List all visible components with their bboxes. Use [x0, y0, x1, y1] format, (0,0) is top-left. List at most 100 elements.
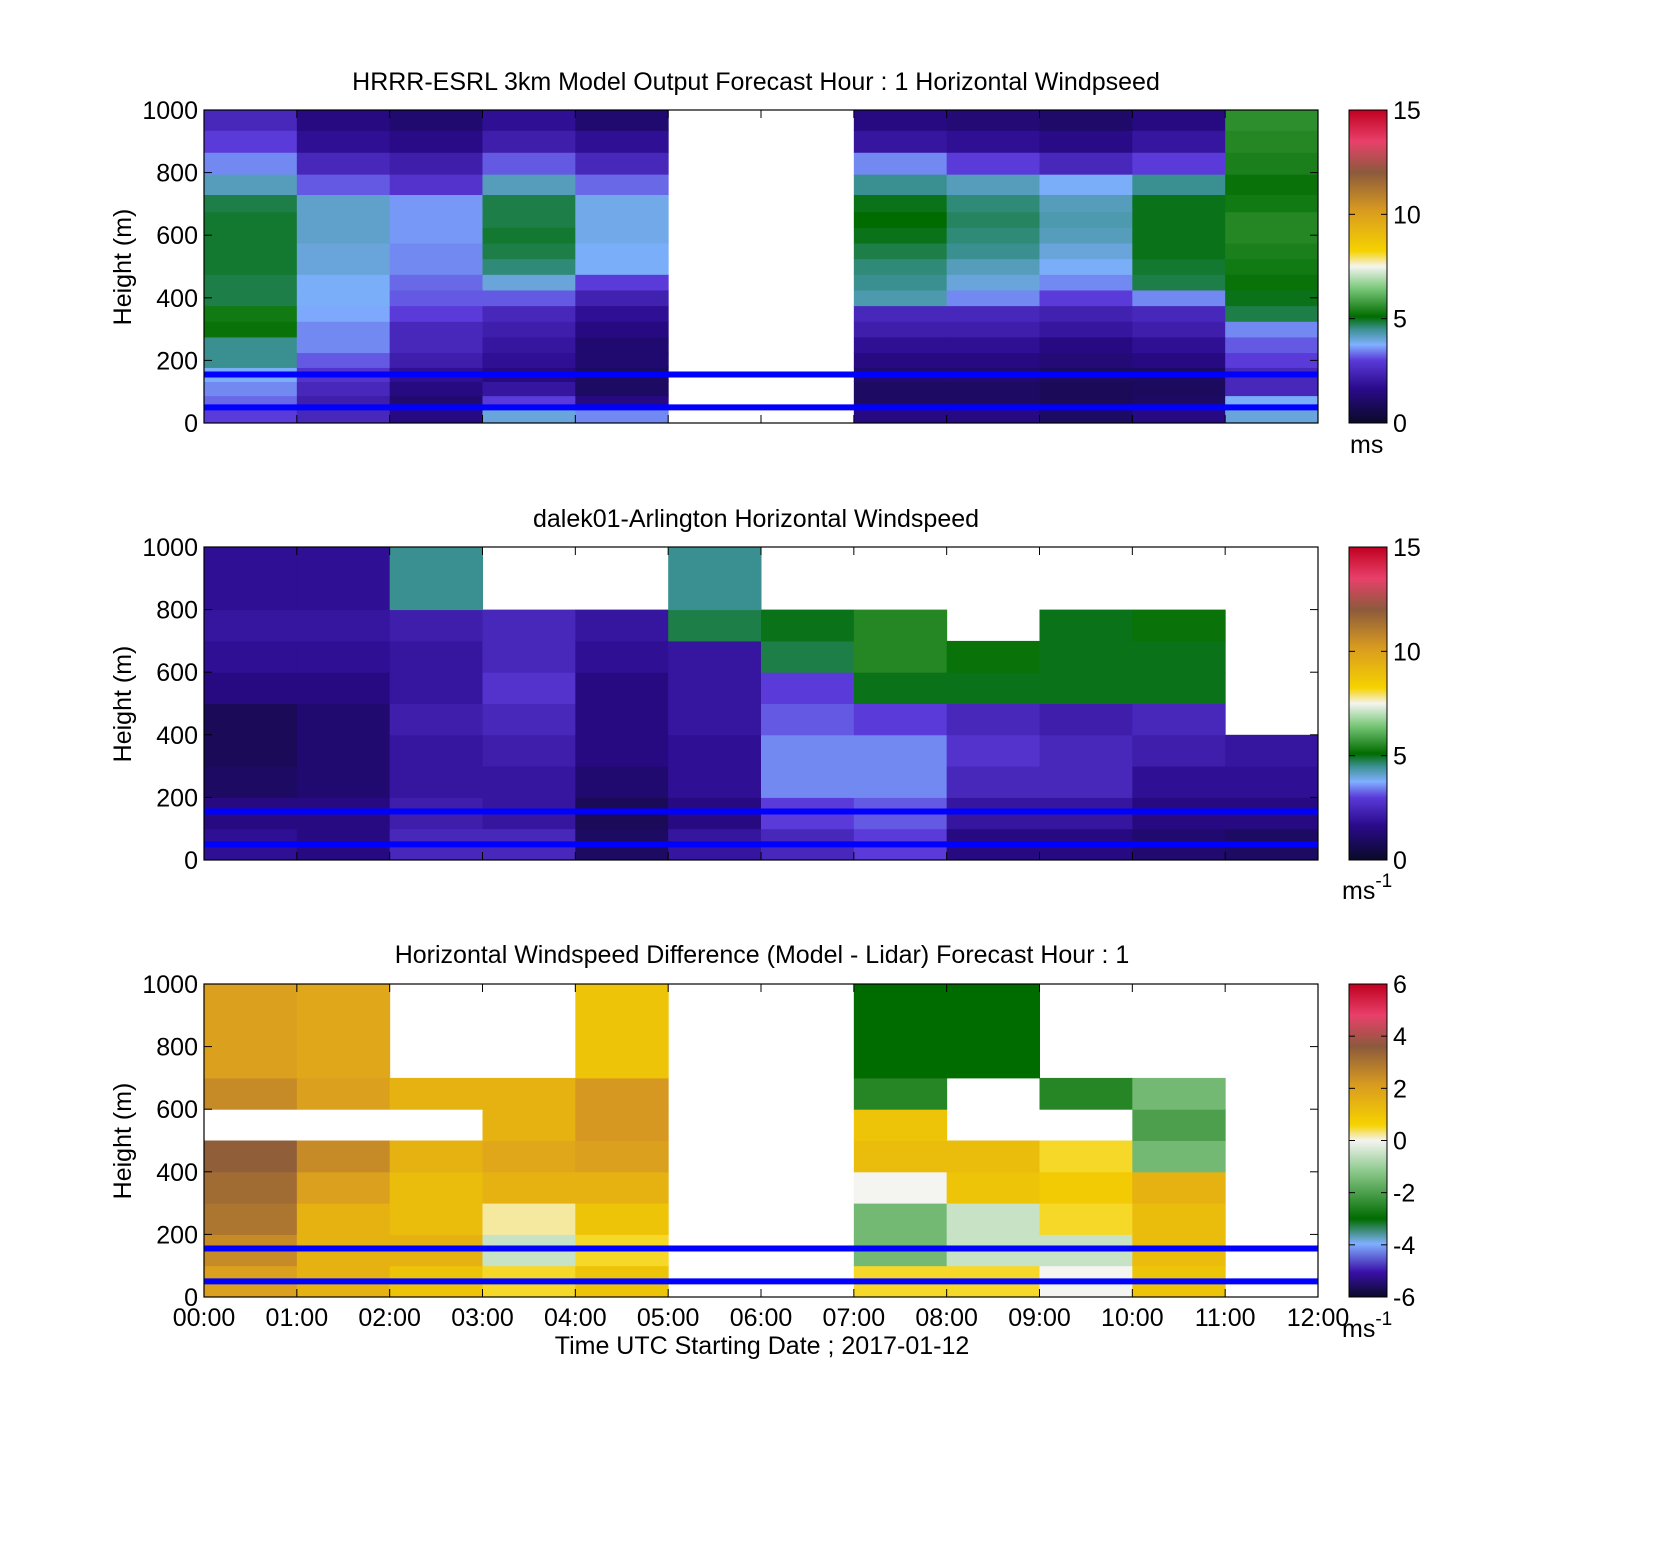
heatmap-cell [389, 352, 483, 368]
heatmap-cell [1039, 211, 1133, 228]
heatmap-cell [946, 321, 1040, 338]
panel-difference-x-ticks: 00:00 01:00 02:00 03:00 04:00 05:00 06:00 07:00… [173, 984, 1350, 1332]
heatmap-cell [1039, 1203, 1133, 1235]
heatmap-cell [1039, 640, 1133, 673]
heatmap-cell [204, 352, 298, 368]
heatmap-cell [482, 1171, 576, 1204]
y-tick-label: 200 [156, 347, 198, 375]
panel-model-colorbar-unit: ms [1350, 431, 1383, 459]
heatmap-cell [1132, 703, 1226, 736]
heatmap-cell [296, 289, 391, 307]
heatmap-cell [1039, 336, 1133, 354]
heatmap-cell [296, 110, 391, 131]
colorbar-tick-label: 5 [1393, 743, 1407, 771]
heatmap-cell [853, 110, 948, 131]
heatmap-cell [853, 766, 948, 798]
panel-model-reference-lines [204, 371, 1318, 411]
heatmap-cell [1039, 227, 1133, 244]
heatmap-cell [296, 640, 391, 673]
heatmap-cell [1132, 211, 1226, 228]
heatmap-cell [389, 110, 483, 131]
heatmap-cell [575, 609, 669, 642]
heatmap-cell [575, 1109, 669, 1141]
heatmap-cell [482, 640, 576, 673]
heatmap-cell [204, 766, 298, 798]
heatmap-cell [1039, 703, 1133, 736]
panel-difference: Horizontal Windspeed Difference (Model -… [109, 941, 1415, 1360]
heatmap-cell [946, 1203, 1040, 1235]
heatmap-cell [389, 289, 483, 307]
heatmap-cell [204, 381, 298, 397]
panel-model-colorbar-ticks: 0 5 10 15 [1349, 97, 1421, 438]
heatmap-cell [853, 984, 948, 1079]
y-tick-label: 0 [184, 847, 198, 875]
heatmap-cell [853, 1077, 948, 1110]
heatmap-cell [482, 672, 576, 704]
heatmap-cell [296, 984, 391, 1079]
colorbar-tick-label: 0 [1393, 410, 1407, 438]
colorbar-tick-label: 5 [1393, 306, 1407, 334]
heatmap-cell [482, 1140, 576, 1173]
heatmap-cell [853, 321, 948, 338]
heatmap-cell [1132, 152, 1226, 175]
panel-model-y-label: Height (m) [109, 209, 137, 326]
heatmap-cell [296, 211, 391, 228]
heatmap-cell [853, 289, 948, 307]
heatmap-cell [482, 1203, 576, 1235]
heatmap-cell [1039, 174, 1133, 196]
heatmap-cell [1039, 110, 1133, 131]
heatmap-cell [853, 1171, 948, 1204]
colorbar-tick-label: -4 [1393, 1232, 1415, 1260]
x-tick-label: 10:00 [1101, 1304, 1164, 1332]
heatmap-cell [575, 703, 669, 736]
x-tick-label: 09:00 [1008, 1304, 1071, 1332]
heatmap-cell [946, 274, 1040, 291]
heatmap-cell [575, 1203, 669, 1235]
heatmap-cell [1225, 243, 1319, 260]
heatmap-cell [853, 211, 948, 228]
heatmap-cell [853, 243, 948, 260]
heatmap-cell [853, 305, 948, 322]
heatmap-cell [575, 130, 669, 153]
heatmap-cell [204, 305, 298, 322]
heatmap-cell [482, 227, 576, 244]
heatmap-cell [1039, 1171, 1133, 1204]
heatmap-cell [1225, 174, 1319, 196]
heatmap-cell [389, 609, 483, 642]
heatmap-cell [853, 352, 948, 368]
panel-lidar: dalek01-Arlington Horizontal Windspeed 0… [109, 505, 1421, 905]
heatmap-cell [296, 766, 391, 798]
y-tick-label: 600 [156, 222, 198, 250]
heatmap-cell [853, 174, 948, 196]
heatmap-cell [204, 984, 298, 1079]
heatmap-cell [296, 130, 391, 153]
heatmap-cell [1225, 152, 1319, 175]
heatmap-cell [296, 609, 391, 642]
heatmap-cell [389, 640, 483, 673]
heatmap-cell [1132, 734, 1226, 767]
heatmap-cell [1132, 305, 1226, 322]
y-tick-label: 1000 [142, 534, 198, 562]
heatmap-cell [575, 1140, 669, 1173]
heatmap-cell [204, 174, 298, 196]
heatmap-cell [1225, 352, 1319, 368]
heatmap-cell [761, 609, 855, 642]
heatmap-cell [575, 258, 669, 275]
heatmap-cell [1132, 352, 1226, 368]
heatmap-cell [389, 174, 483, 196]
heatmap-cell [946, 174, 1040, 196]
heatmap-cell [853, 258, 948, 275]
heatmap-cell [946, 703, 1040, 736]
heatmap-cell [761, 766, 855, 798]
heatmap-cell [389, 211, 483, 228]
heatmap-cell [853, 1109, 948, 1141]
x-tick-label: 12:00 [1287, 1304, 1350, 1332]
y-tick-label: 200 [156, 784, 198, 812]
heatmap-cell [1132, 1171, 1226, 1204]
heatmap-cell [575, 194, 669, 213]
heatmap-cell [1225, 258, 1319, 275]
y-tick-label: 600 [156, 659, 198, 687]
heatmap-cell [946, 381, 1040, 397]
heatmap-cell [1039, 152, 1133, 175]
y-tick-label: 400 [156, 285, 198, 313]
